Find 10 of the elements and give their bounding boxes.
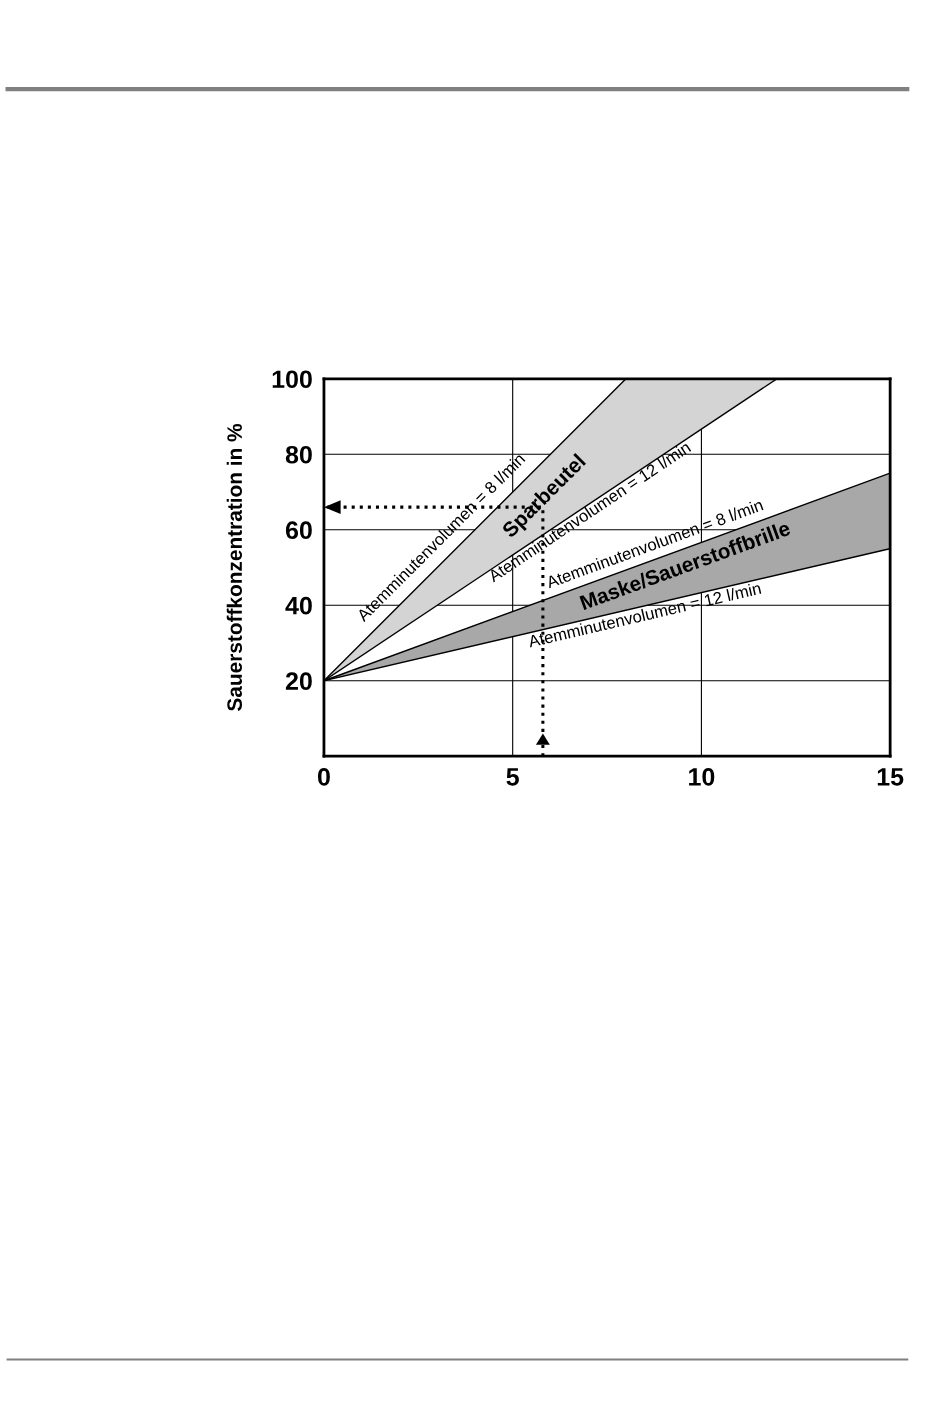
x-tick-label: 15 (877, 768, 904, 786)
y-axis-title: Sauerstoffkonzentration in % (226, 423, 243, 712)
y-tick-label: 20 (285, 672, 312, 691)
y-tick-label: 60 (285, 521, 312, 540)
y-tick-label: 80 (285, 445, 312, 464)
x-tick-label: 5 (506, 768, 519, 786)
y-tick-label: 100 (272, 370, 312, 389)
x-tick-label: 0 (317, 767, 330, 786)
x-tick-label: 10 (689, 767, 715, 786)
y-tick-label: 40 (285, 596, 312, 615)
